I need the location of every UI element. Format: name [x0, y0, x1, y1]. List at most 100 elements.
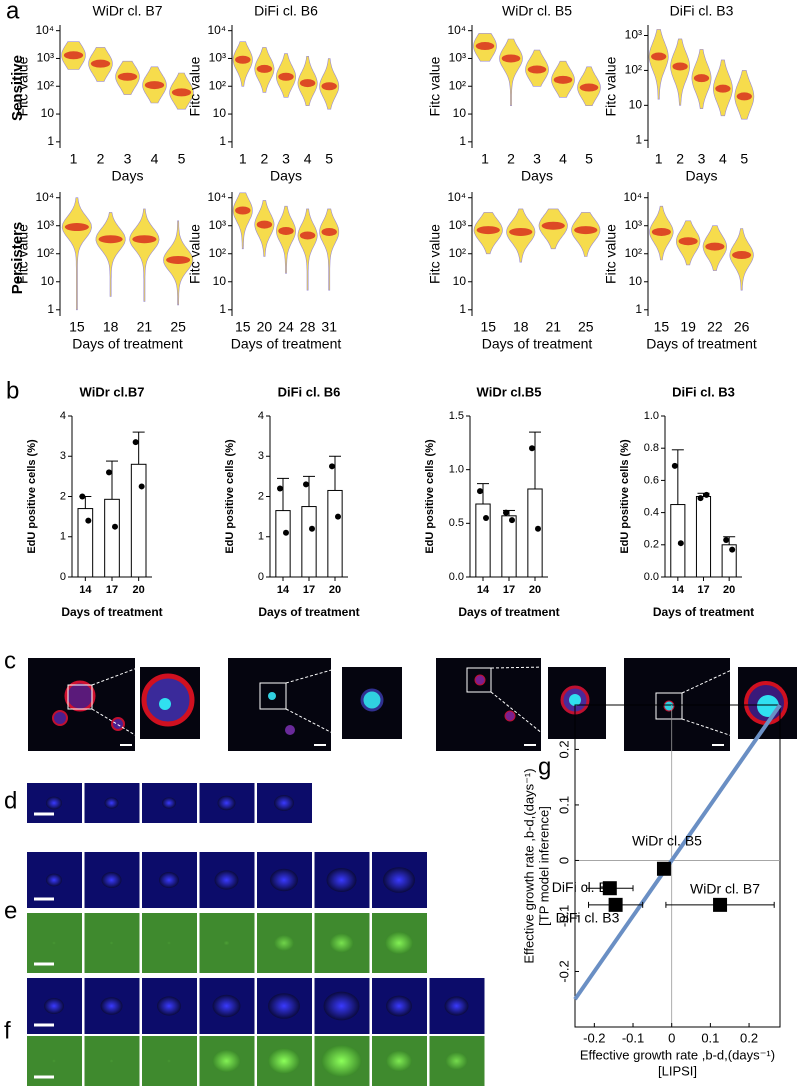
y-tick-label: 10³ [37, 51, 54, 65]
y-tick-label: 10² [209, 246, 226, 260]
bar [327, 489, 343, 578]
violin-median [278, 226, 294, 235]
violin-median [256, 64, 273, 73]
panel-def-images [27, 783, 485, 1086]
violin-median [693, 74, 710, 83]
nucleus [569, 694, 581, 706]
nucleus [268, 993, 300, 1019]
nucleus [444, 996, 469, 1016]
y-tick-label: 1 [47, 134, 54, 148]
row-label: Persisters [9, 222, 26, 295]
bar [501, 515, 517, 578]
zoom-box [466, 667, 492, 693]
nucleus [104, 797, 119, 809]
x-tick-label: 20 [133, 584, 145, 596]
violin [499, 38, 523, 106]
y-tick-label: 10³ [449, 218, 466, 232]
chart-bar: WiDr cl.B7 0 1 2 3 4 EdU positive cells (%) 14 1… [26, 384, 163, 619]
violin-median [705, 242, 725, 251]
green-signal [329, 933, 354, 953]
y-tick-label: 10 [629, 98, 643, 112]
y-tick-label: 10² [37, 246, 54, 260]
x-tick-label: 5 [325, 151, 333, 167]
data-point [309, 525, 315, 532]
nucleus [44, 998, 64, 1014]
zoom-line [91, 708, 141, 739]
nucleus [383, 867, 415, 893]
x-tick-label: 3 [533, 151, 541, 167]
y-tick-label: -0.2 [556, 960, 571, 982]
y-tick-label: 10⁴ [447, 190, 466, 204]
y-axis-label: EdU positive cells (%) [619, 439, 631, 554]
violin-median [475, 42, 495, 51]
bar [475, 503, 491, 578]
y-tick-label: 0.2 [556, 740, 571, 758]
violin-median [256, 220, 273, 229]
x-tick-label: 4 [151, 151, 159, 167]
x-axis-label: Days of treatment [258, 605, 359, 619]
data-point [509, 517, 515, 524]
y-tick-label: 10⁴ [35, 190, 54, 204]
x-tick-label: 20 [329, 584, 341, 596]
y-tick-label: 1.0 [644, 410, 659, 422]
y-tick-label: 10² [209, 78, 226, 92]
x-tick-label: 3 [282, 151, 290, 167]
x-tick-label: 5 [178, 151, 186, 167]
violin-median [476, 226, 500, 235]
violin [95, 212, 126, 297]
y-tick-label: 10⁴ [207, 23, 226, 37]
data-point [677, 540, 684, 547]
y-tick-label: 1 [258, 531, 264, 543]
zoom-line [285, 708, 343, 739]
point-label: WiDr cl. B7 [690, 881, 760, 897]
x-tick-label: 3 [698, 151, 706, 167]
x-tick-label: 17 [697, 584, 709, 596]
y-tick-label: 0.2 [644, 539, 659, 551]
violin [275, 205, 297, 274]
data-point [303, 481, 309, 488]
chart-title: WiDr cl. B5 [502, 3, 572, 19]
data-point [79, 493, 86, 500]
y-tick-label: 10³ [209, 218, 226, 232]
violin-median [321, 227, 337, 236]
y-tick-label: 0 [60, 571, 66, 583]
violin-median [235, 206, 251, 215]
zoom-line [490, 691, 549, 739]
marker [602, 881, 617, 896]
x-tick-label: 4 [719, 151, 727, 167]
y-axis-label: Fitc value [187, 56, 203, 116]
bar [670, 504, 686, 578]
green-signal [52, 941, 56, 945]
nucleus [323, 991, 360, 1021]
chart-title: DiFi cl. B3 [670, 3, 734, 19]
data-point [112, 523, 118, 530]
green-signal [223, 940, 230, 946]
y-tick-label: 10³ [37, 218, 54, 232]
x-tick-label: 17 [303, 584, 315, 596]
panel-label: c [4, 647, 16, 674]
y-tick-label: 1 [635, 302, 642, 316]
nucleus [217, 795, 236, 811]
panel-label: g [538, 753, 551, 780]
chart-title: DiFi cl. B6 [278, 384, 341, 399]
y-tick-label: 3 [60, 450, 66, 462]
panel-label: e [4, 897, 17, 924]
chart-bar: DiFi cl. B3 0.0 0.2 0.4 0.6 0.8 1.0 EdU positiv… [619, 384, 754, 619]
nucleus [157, 996, 181, 1016]
data-point [283, 529, 289, 536]
x-tick-label: 20 [529, 584, 541, 596]
violin-median [132, 235, 157, 244]
y-axis-label: [TP model inference] [536, 806, 551, 926]
y-tick-label: 10⁴ [623, 190, 642, 204]
x-tick-label: -0.2 [583, 1030, 605, 1045]
data-point [529, 445, 535, 452]
chart-title: DiFi cl. B6 [254, 3, 318, 19]
nucleus [268, 692, 276, 700]
panel-label: b [6, 377, 19, 404]
x-tick-label: 28 [300, 319, 316, 335]
data-point [483, 514, 489, 521]
x-tick-label: 31 [321, 319, 337, 335]
